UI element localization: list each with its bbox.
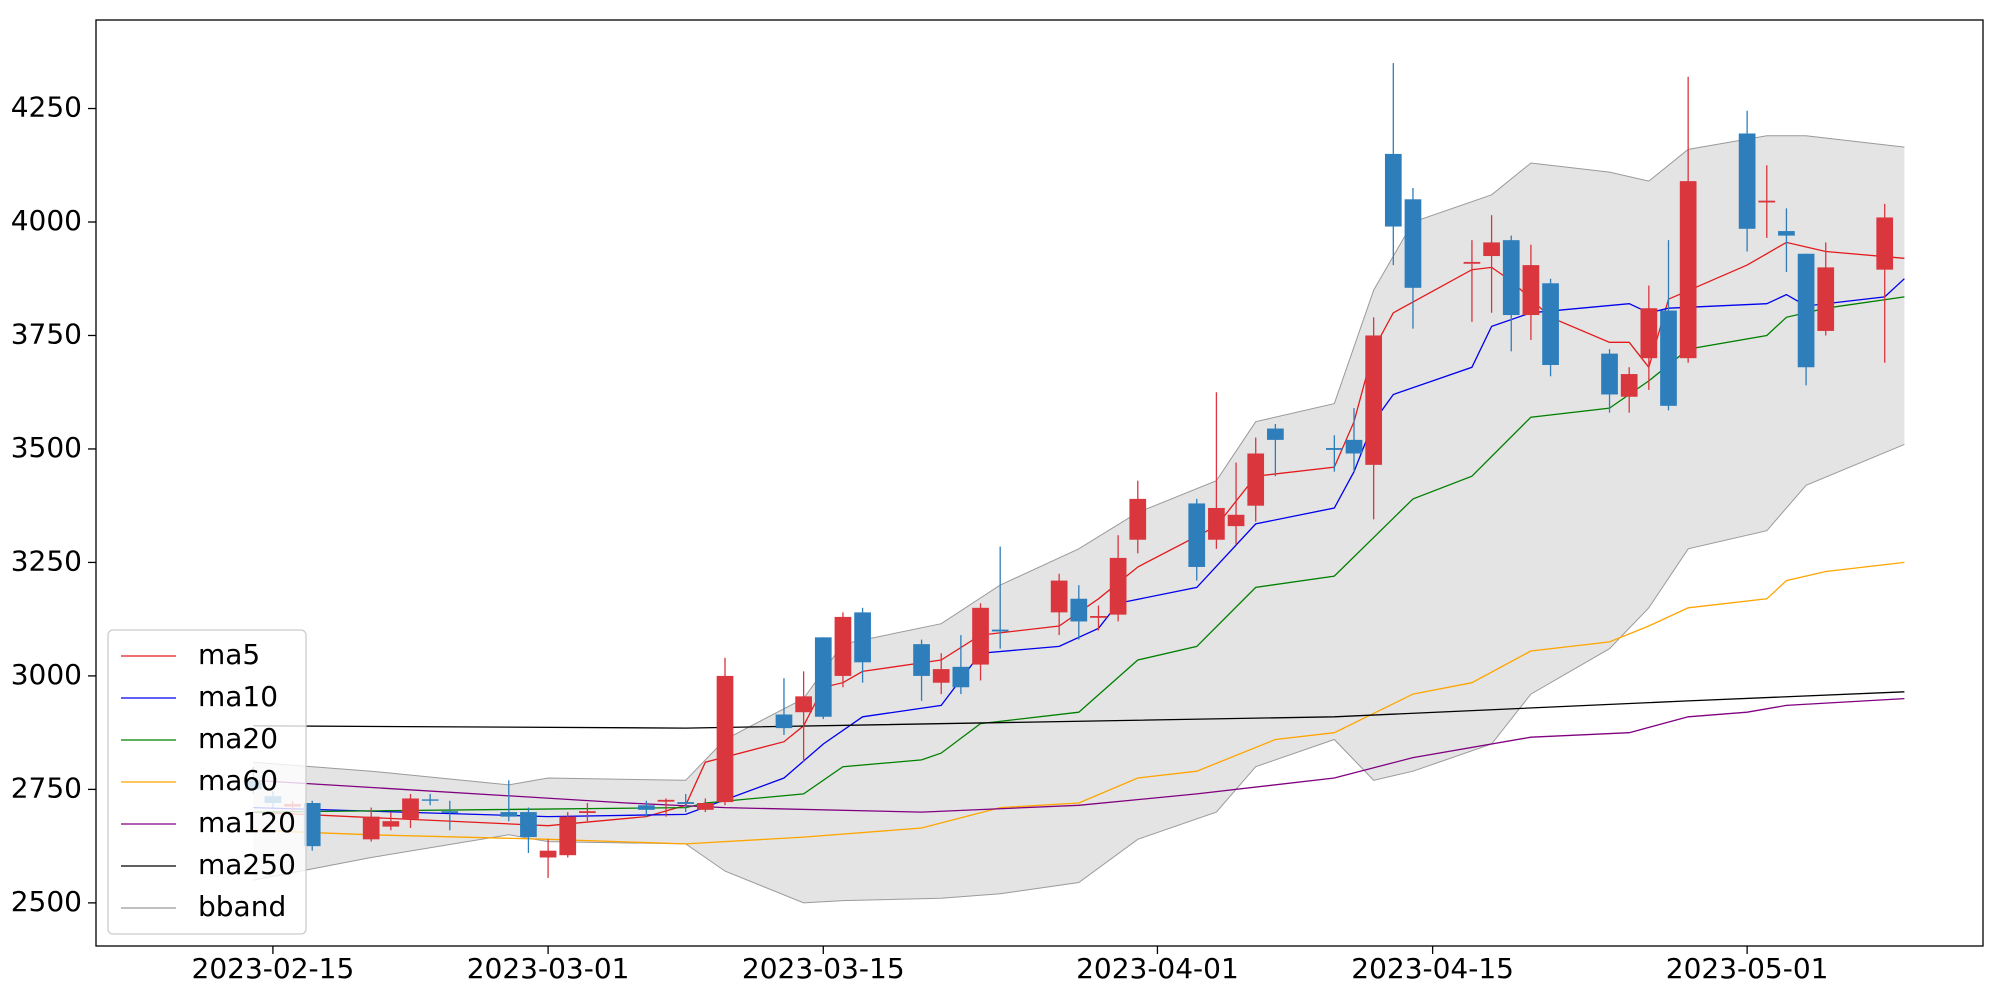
- candle-body: [795, 696, 812, 713]
- candle-body: [1640, 308, 1658, 359]
- candle-body: [1542, 283, 1559, 365]
- candle-body: [362, 816, 380, 840]
- candle-body: [1660, 310, 1677, 406]
- y-tick-label: 3500: [11, 431, 82, 464]
- candle-body: [559, 816, 577, 856]
- candle-body: [1325, 448, 1343, 450]
- candle-body: [402, 798, 419, 819]
- x-tick-label: 2023-03-15: [742, 952, 905, 985]
- candle-body: [716, 675, 734, 803]
- candle-body: [1463, 261, 1481, 264]
- legend-label: ma250: [198, 848, 296, 881]
- candle-body: [500, 812, 518, 817]
- ma-line: [253, 697, 1905, 813]
- candle-body: [657, 799, 675, 802]
- candle-body: [1129, 498, 1147, 540]
- legend-box: [107, 629, 307, 935]
- candle-body: [1876, 217, 1894, 270]
- candle-body: [1188, 503, 1206, 567]
- candle-body: [1109, 557, 1127, 615]
- legend-label: bband: [198, 890, 286, 923]
- legend-label: ma5: [198, 638, 260, 671]
- ma-line: [253, 296, 1905, 813]
- candle-body: [579, 811, 596, 814]
- candle-body: [1365, 335, 1383, 465]
- candle-body: [1050, 580, 1068, 613]
- candle-body: [834, 616, 852, 676]
- legend: ma5 ma10 ma20 ma60 ma120 ma250 bband: [107, 629, 307, 935]
- ma-line: [253, 278, 1905, 818]
- y-tick-label: 2500: [11, 885, 82, 918]
- candle-body: [1620, 374, 1638, 397]
- candle-body: [1247, 453, 1265, 506]
- candle-body: [421, 799, 439, 801]
- candle-body: [1404, 199, 1422, 288]
- candle-body: [991, 629, 1009, 632]
- candle-body: [1267, 428, 1284, 440]
- candle-body: [913, 644, 930, 676]
- legend-label: ma60: [198, 764, 278, 797]
- y-tick-label: 2750: [11, 771, 82, 804]
- candle-body: [1797, 253, 1815, 368]
- candle-body: [1601, 353, 1618, 395]
- candle-body: [1817, 267, 1835, 331]
- candle-body: [932, 669, 950, 683]
- candle-body: [1483, 242, 1500, 257]
- candle-body: [1070, 598, 1088, 622]
- candle-layer: [244, 63, 1894, 878]
- candle-body: [539, 850, 557, 858]
- axes-layer: 2500 2750 3000 3250 3500 3750 4000 4250 2023-02-…: [11, 91, 1829, 985]
- candle-body: [1227, 514, 1245, 527]
- candle-body: [1502, 240, 1520, 316]
- y-tick-label: 4000: [11, 204, 82, 237]
- candle-body: [814, 637, 832, 717]
- candle-body: [854, 612, 871, 663]
- candle-body: [1090, 615, 1107, 618]
- candle-body: [1738, 133, 1756, 229]
- candle-body: [1679, 181, 1697, 359]
- candle-body: [1758, 200, 1776, 203]
- candle-body: [638, 805, 655, 810]
- candle-body: [1522, 265, 1540, 316]
- x-tick-label: 2023-02-15: [192, 952, 355, 985]
- x-tick-label: 2023-04-15: [1351, 952, 1514, 985]
- x-tick-label: 2023-05-01: [1666, 952, 1829, 985]
- candle-body: [952, 666, 970, 688]
- y-tick-label: 3250: [11, 544, 82, 577]
- candle-body: [303, 803, 321, 847]
- legend-label: ma20: [198, 722, 278, 755]
- candle-body: [520, 812, 537, 838]
- candle-body: [1384, 153, 1402, 227]
- y-tick-label: 3000: [11, 658, 82, 691]
- ma-line: [253, 691, 1905, 729]
- legend-label: ma10: [198, 680, 278, 713]
- candle-body: [677, 802, 695, 804]
- candle-body: [1778, 231, 1795, 236]
- plot-frame: [95, 19, 1984, 947]
- x-tick-label: 2023-03-01: [467, 952, 630, 985]
- candle-body: [775, 714, 793, 729]
- y-tick-label: 4250: [11, 91, 82, 124]
- legend-label: ma120: [198, 806, 296, 839]
- candle-body: [1208, 507, 1225, 540]
- candle-body: [382, 821, 400, 827]
- candle-body: [696, 803, 714, 810]
- x-tick-label: 2023-04-01: [1076, 952, 1239, 985]
- ma-line: [253, 561, 1905, 845]
- candle-body: [972, 607, 989, 665]
- y-tick-label: 3750: [11, 317, 82, 350]
- candle-body: [1345, 439, 1363, 454]
- candle-body: [441, 811, 459, 814]
